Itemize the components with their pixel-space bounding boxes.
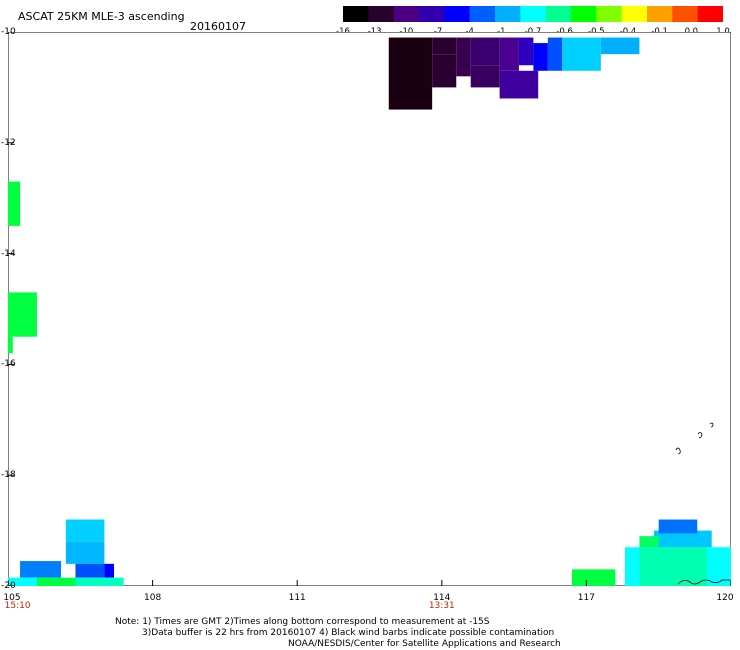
colorbar	[343, 6, 723, 22]
wind-cell	[653, 530, 712, 548]
wind-cell	[562, 37, 601, 71]
wind-cell	[518, 37, 534, 66]
colorbar-swatch	[672, 6, 699, 22]
wind-cell	[8, 336, 13, 354]
lat-label: -16	[1, 359, 16, 370]
colorbar-swatch	[368, 6, 395, 22]
lon-label: 111	[288, 593, 306, 603]
note-line-1: Note: 1) Times are GMT 2)Times along bot…	[115, 617, 490, 627]
wind-cell	[36, 577, 76, 586]
product-title: ASCAT 25KM MLE-3 ascending	[18, 10, 185, 23]
lat-label: -10	[1, 27, 16, 37]
map-frame	[8, 32, 731, 586]
wind-cell	[456, 37, 471, 77]
colorbar-swatch	[621, 6, 648, 22]
lon-label: 120	[716, 593, 734, 603]
wind-map[interactable]	[8, 32, 731, 586]
colorbar-swatch	[545, 6, 572, 22]
wind-cell	[65, 519, 105, 542]
colorbar-swatch	[520, 6, 547, 22]
lon-label: 108	[144, 593, 162, 603]
time-label: 15:10	[4, 601, 31, 611]
lon-label: 114	[433, 593, 451, 603]
time-label: 13:31	[428, 601, 455, 611]
colorbar-swatch	[393, 6, 420, 22]
wind-cell	[499, 37, 519, 71]
axis-ticks	[8, 32, 731, 586]
wind-cells	[8, 37, 731, 586]
colorbar-swatch	[495, 6, 521, 22]
wind-cell	[499, 70, 539, 99]
note-line-3: NOAA/NESDIS/Center for Satellite Applica…	[288, 639, 561, 649]
wind-cell	[432, 54, 457, 88]
wind-cell	[600, 37, 640, 55]
wind-cell	[547, 37, 563, 71]
wind-cell	[658, 519, 698, 534]
wind-cell	[104, 563, 115, 578]
wind-cell	[639, 547, 707, 586]
wind-cell	[470, 65, 500, 88]
lat-label: -14	[1, 248, 16, 259]
colorbar-swatch	[343, 6, 369, 22]
colorbar-swatch	[697, 6, 723, 22]
colorbar-swatch	[596, 6, 623, 22]
lat-label: -18	[1, 470, 16, 481]
wind-cell	[75, 577, 124, 586]
product-date: 20160107	[190, 20, 246, 33]
lat-label: -12	[1, 137, 16, 148]
lon-label: 117	[577, 593, 595, 603]
coastline	[675, 422, 730, 585]
lat-label: -20	[1, 581, 16, 591]
wind-cell	[388, 37, 433, 110]
note-line-2: 3)Data buffer is 22 hrs from 20160107 4)…	[142, 628, 555, 638]
wind-cell	[470, 37, 500, 66]
wind-cell	[8, 292, 37, 337]
wind-cell	[533, 43, 548, 71]
lon-label: 105	[3, 593, 21, 603]
colorbar-swatch	[647, 6, 673, 22]
colorbar-swatch	[444, 6, 471, 22]
wind-cell	[8, 577, 37, 586]
colorbar-swatch	[571, 6, 597, 22]
colorbar-swatch	[419, 6, 445, 22]
wind-cell	[8, 181, 21, 226]
wind-cell	[432, 37, 457, 55]
wind-cell	[639, 536, 659, 548]
wind-cell	[65, 541, 105, 564]
colorbar-swatch	[469, 6, 496, 22]
wind-cell	[20, 561, 62, 578]
wind-cell	[75, 563, 105, 578]
wind-cell	[571, 569, 616, 586]
